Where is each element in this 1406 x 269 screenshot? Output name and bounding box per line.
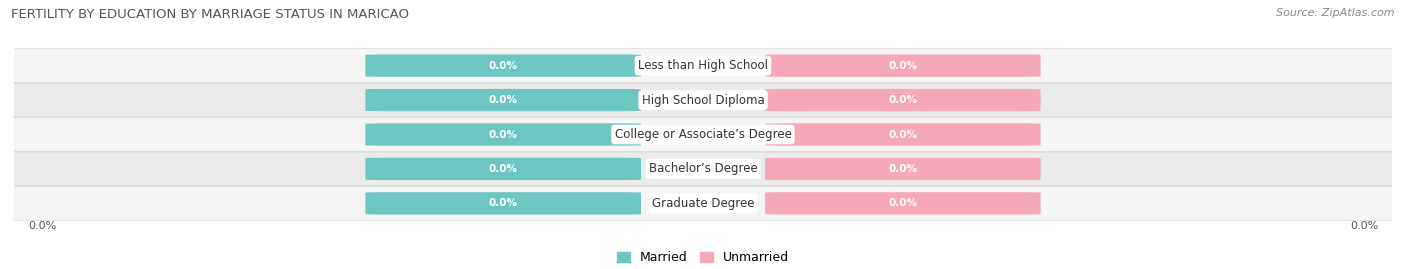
FancyBboxPatch shape — [0, 118, 1406, 151]
Text: Source: ZipAtlas.com: Source: ZipAtlas.com — [1277, 8, 1395, 18]
FancyBboxPatch shape — [765, 123, 1040, 146]
Text: 0.0%: 0.0% — [1350, 221, 1378, 231]
Text: 0.0%: 0.0% — [889, 95, 917, 105]
Text: 0.0%: 0.0% — [489, 129, 517, 140]
Text: 0.0%: 0.0% — [889, 129, 917, 140]
FancyBboxPatch shape — [366, 123, 641, 146]
Text: 0.0%: 0.0% — [489, 95, 517, 105]
FancyBboxPatch shape — [765, 54, 1040, 77]
Text: 0.0%: 0.0% — [889, 164, 917, 174]
Text: Graduate Degree: Graduate Degree — [652, 197, 754, 210]
FancyBboxPatch shape — [366, 192, 641, 215]
FancyBboxPatch shape — [0, 49, 1406, 83]
FancyBboxPatch shape — [765, 89, 1040, 111]
Text: 0.0%: 0.0% — [28, 221, 56, 231]
Text: Less than High School: Less than High School — [638, 59, 768, 72]
Legend: Married, Unmarried: Married, Unmarried — [612, 246, 794, 269]
Text: 0.0%: 0.0% — [889, 198, 917, 208]
Text: 0.0%: 0.0% — [489, 164, 517, 174]
FancyBboxPatch shape — [366, 89, 641, 111]
FancyBboxPatch shape — [366, 158, 641, 180]
Text: 0.0%: 0.0% — [489, 198, 517, 208]
Text: 0.0%: 0.0% — [489, 61, 517, 71]
Text: College or Associate’s Degree: College or Associate’s Degree — [614, 128, 792, 141]
Text: 0.0%: 0.0% — [889, 61, 917, 71]
Text: Bachelor’s Degree: Bachelor’s Degree — [648, 162, 758, 175]
FancyBboxPatch shape — [765, 192, 1040, 215]
FancyBboxPatch shape — [366, 54, 641, 77]
FancyBboxPatch shape — [0, 186, 1406, 220]
FancyBboxPatch shape — [765, 158, 1040, 180]
Text: High School Diploma: High School Diploma — [641, 94, 765, 107]
FancyBboxPatch shape — [0, 152, 1406, 186]
FancyBboxPatch shape — [0, 83, 1406, 117]
Text: FERTILITY BY EDUCATION BY MARRIAGE STATUS IN MARICAO: FERTILITY BY EDUCATION BY MARRIAGE STATU… — [11, 8, 409, 21]
